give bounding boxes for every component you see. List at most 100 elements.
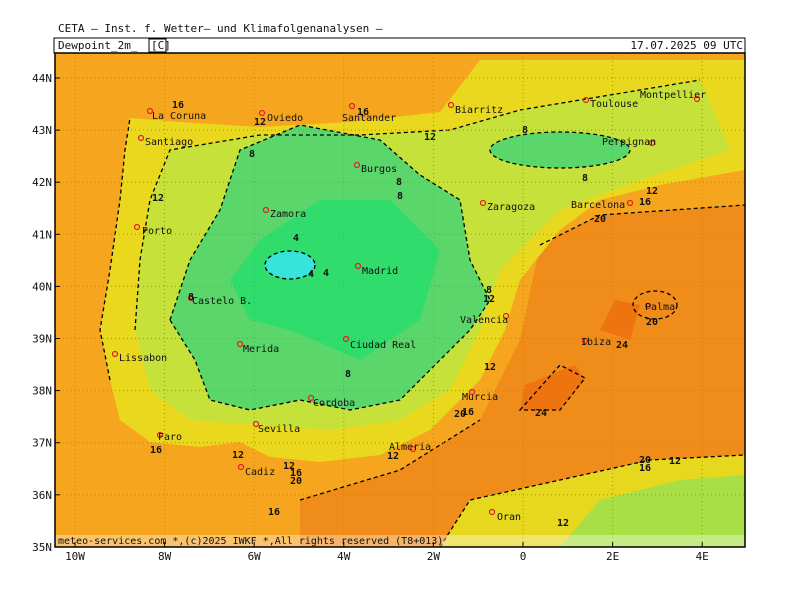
city-label: La Coruna	[152, 111, 206, 122]
contour-label: 12	[424, 132, 436, 143]
contour-label: 20	[639, 455, 651, 466]
lat-label: 35N	[32, 541, 52, 554]
footer: meteo-services.com *,(c)2025 IWKF *,All …	[58, 536, 443, 547]
city-label: Porto	[142, 226, 172, 237]
footer-bg	[55, 535, 745, 547]
city-dot	[582, 96, 590, 104]
contour-label: 12	[254, 117, 266, 128]
city-label: Santiago	[145, 137, 193, 148]
city-dot	[348, 102, 356, 110]
city-dot	[156, 431, 164, 439]
city-label: Murcia	[462, 392, 498, 403]
city-label: Santander	[342, 113, 396, 124]
contour-label: 16	[268, 507, 280, 518]
city-label: Ibiza	[581, 337, 611, 348]
city-dot	[479, 199, 487, 207]
contour-label: 4	[323, 268, 329, 279]
africa-green	[560, 475, 745, 547]
city-dot	[137, 134, 145, 142]
lon-label: 4E	[696, 550, 709, 563]
city-dot	[133, 223, 141, 231]
city-dot	[488, 508, 496, 516]
organization: CETA – Inst. f. Wetter– und Klimafolgena…	[58, 22, 383, 35]
contour-label: 24	[616, 340, 628, 351]
city-dot	[111, 350, 119, 358]
contour-label: 16	[172, 100, 184, 111]
lon-label: 6W	[248, 550, 262, 563]
contour-label: 16	[290, 468, 302, 479]
city-dot	[644, 302, 652, 310]
lat-label: 43N	[32, 124, 52, 137]
city-label: Almeria	[389, 442, 431, 453]
unit: [C]	[151, 39, 171, 52]
city-label: Oran	[497, 512, 521, 523]
contour-label: 16	[639, 197, 651, 208]
lon-label: 0	[520, 550, 527, 563]
contour-label: 12	[232, 450, 244, 461]
city-dot	[468, 388, 476, 396]
contour-label: 4	[308, 269, 314, 280]
city-label: Burgos	[361, 164, 397, 175]
contour-label: 12	[484, 362, 496, 373]
contour-label: 16	[150, 445, 162, 456]
city-dot	[252, 420, 260, 428]
city-dot	[146, 107, 154, 115]
city-dot	[693, 95, 701, 103]
city-label: Biarritz	[455, 105, 503, 116]
city-label: Palma	[645, 302, 675, 313]
lat-label: 41N	[32, 228, 52, 241]
contour-label: 12	[646, 186, 658, 197]
city-label: Madrid	[362, 266, 398, 277]
map-frame	[54, 52, 746, 548]
city-label: Perpignan	[602, 137, 656, 148]
city-label: Faro	[158, 432, 182, 443]
city-dot	[342, 335, 350, 343]
city-label: Oviedo	[267, 113, 303, 124]
sea-hot	[520, 300, 640, 410]
contour-label: 8	[188, 292, 194, 303]
datetime: 17.07.2025 09 UTC	[630, 39, 743, 52]
contour-label: 8	[396, 177, 402, 188]
contour-label: 20	[646, 317, 658, 328]
contour-label: 12	[669, 456, 681, 467]
parameter: Dewpoint_2m_	[58, 39, 138, 52]
land-bright-green	[230, 200, 440, 360]
city-dot	[307, 394, 315, 402]
city-label: Cadiz	[245, 467, 275, 478]
contour-label: 12	[483, 294, 495, 305]
lat-label: 37N	[32, 437, 52, 450]
city-dot	[237, 463, 245, 471]
contour-label: 8	[249, 149, 255, 160]
city-label: Castelo B.	[192, 296, 252, 307]
city-label: Montpellier	[640, 90, 706, 101]
lat-label: 42N	[32, 176, 52, 189]
lon-label: 10W	[65, 550, 85, 563]
city-dot	[258, 109, 266, 117]
city-label: Cordoba	[313, 398, 355, 409]
city-dot	[354, 262, 362, 270]
contour-label: 8	[522, 125, 528, 136]
city-dot	[353, 161, 361, 169]
lon-label: 8W	[158, 550, 172, 563]
city-label: Sevilla	[258, 424, 300, 435]
lon-label: 4W	[337, 550, 351, 563]
contour-label: 8	[345, 369, 351, 380]
contour-label: 12	[387, 451, 399, 462]
contour-label: 16	[462, 407, 474, 418]
contour-label: 12	[557, 518, 569, 529]
city-label: Merida	[243, 344, 279, 355]
city-dot	[626, 199, 634, 207]
map-area: meteo-services.com *,(c)2025 IWKF *,All …	[55, 53, 745, 547]
city-label: Lissabon	[119, 353, 167, 364]
unit-box	[148, 38, 167, 53]
contour-label: 16	[639, 463, 651, 474]
city-label: Ciudad Real	[350, 340, 416, 351]
city-dot	[409, 445, 417, 453]
city-label: Barcelona	[571, 200, 625, 211]
lat-label: 39N	[32, 333, 52, 346]
city-label: Toulouse	[590, 99, 638, 110]
ebro-green	[490, 132, 630, 168]
lat-label: 38N	[32, 385, 52, 398]
city-label: Zaragoza	[487, 202, 535, 213]
